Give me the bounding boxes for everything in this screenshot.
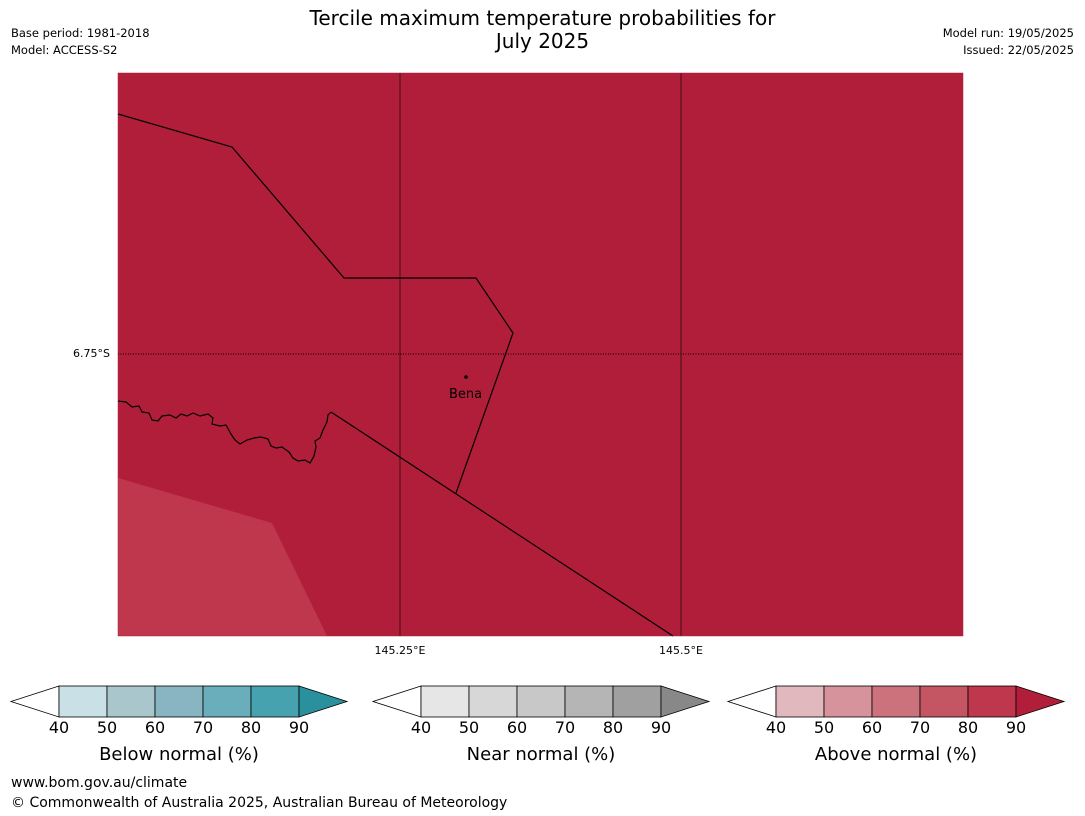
- tick-label: 60: [144, 718, 166, 737]
- footer-url: www.bom.gov.au/climate: [11, 775, 188, 791]
- town-label: Bena: [449, 387, 483, 402]
- tick-label: 50: [458, 718, 480, 737]
- tick-label: 90: [1005, 718, 1027, 737]
- base-period-text: Base period: 1981-2018: [11, 26, 150, 40]
- colorbar-near-segment-3: [516, 685, 566, 718]
- meta-left: Base period: 1981-2018 Model: ACCESS-S2: [11, 25, 150, 59]
- colorbar-above-lower-extend: [726, 685, 777, 718]
- colorbar-above-segment-1: [775, 685, 825, 718]
- issued-text: Issued: 22/05/2025: [963, 43, 1074, 57]
- tick-label: 40: [765, 718, 787, 737]
- tick-label: 40: [48, 718, 70, 737]
- tick-label: 70: [909, 718, 931, 737]
- tick-label: 60: [861, 718, 883, 737]
- colorbar-near-upper-extend: [660, 685, 711, 718]
- longitude-label-145-5: 145.5°E: [659, 644, 703, 657]
- colorbar-below-segment-4: [202, 685, 252, 718]
- colorbar-above-segment-4: [919, 685, 969, 718]
- colorbar-above-segment-3: [871, 685, 921, 718]
- town-marker: [464, 375, 468, 379]
- colorbar-below-lower-extend: [9, 685, 60, 718]
- colorbar-above-segment-5: [967, 685, 1017, 718]
- colorbar-below: [9, 685, 349, 718]
- colorbar-above-segment-2: [823, 685, 873, 718]
- meta-right: Model run: 19/05/2025 Issued: 22/05/2025: [943, 25, 1074, 59]
- map-title: Tercile maximum temperature probabilitie…: [0, 7, 1085, 53]
- colorbar-near-title: Near normal (%): [466, 744, 616, 765]
- colorbar-below-upper-extend: [298, 685, 349, 718]
- colorbar-below-segment-2: [106, 685, 156, 718]
- model-run-text: Model run: 19/05/2025: [942, 26, 1074, 40]
- tick-label: 80: [240, 718, 262, 737]
- province-border: [117, 113, 514, 494]
- colorbar-near-segment-2: [468, 685, 518, 718]
- tick-label: 50: [813, 718, 835, 737]
- map-frame: [117, 72, 964, 637]
- colorbar-below-title: Below normal (%): [99, 744, 259, 765]
- tick-label: 40: [410, 718, 432, 737]
- title-line-2: July 2025: [495, 29, 590, 53]
- colorbar-near-lower-extend: [371, 685, 422, 718]
- model-text: Model: ACCESS-S2: [11, 43, 118, 57]
- colorbar-below-segment-1: [58, 685, 108, 718]
- longitude-label-145-25: 145.25°E: [374, 644, 426, 657]
- colorbar-near-segment-4: [564, 685, 614, 718]
- tick-label: 70: [192, 718, 214, 737]
- tick-label: 80: [957, 718, 979, 737]
- colorbar-near-segment-1: [420, 685, 470, 718]
- tick-label: 60: [506, 718, 528, 737]
- tick-label: 90: [650, 718, 672, 737]
- title-line-1: Tercile maximum temperature probabilitie…: [309, 6, 776, 30]
- tick-label: 70: [554, 718, 576, 737]
- latitude-label: 6.75°S: [73, 347, 110, 360]
- coastline: [117, 400, 332, 464]
- colorbar-above-upper-extend: [1015, 685, 1066, 718]
- footer-copyright: © Commonwealth of Australia 2025, Austra…: [11, 795, 508, 811]
- province-border-south: [330, 411, 674, 637]
- probability-fill-80: [118, 478, 327, 636]
- colorbar-near: [371, 685, 711, 718]
- tick-label: 80: [602, 718, 624, 737]
- colorbar-above: [726, 685, 1066, 718]
- colorbar-below-segment-5: [250, 685, 300, 718]
- tick-label: 50: [96, 718, 118, 737]
- tick-label: 90: [288, 718, 310, 737]
- colorbar-near-segment-5: [612, 685, 662, 718]
- colorbar-below-segment-3: [154, 685, 204, 718]
- colorbar-above-title: Above normal (%): [814, 744, 978, 765]
